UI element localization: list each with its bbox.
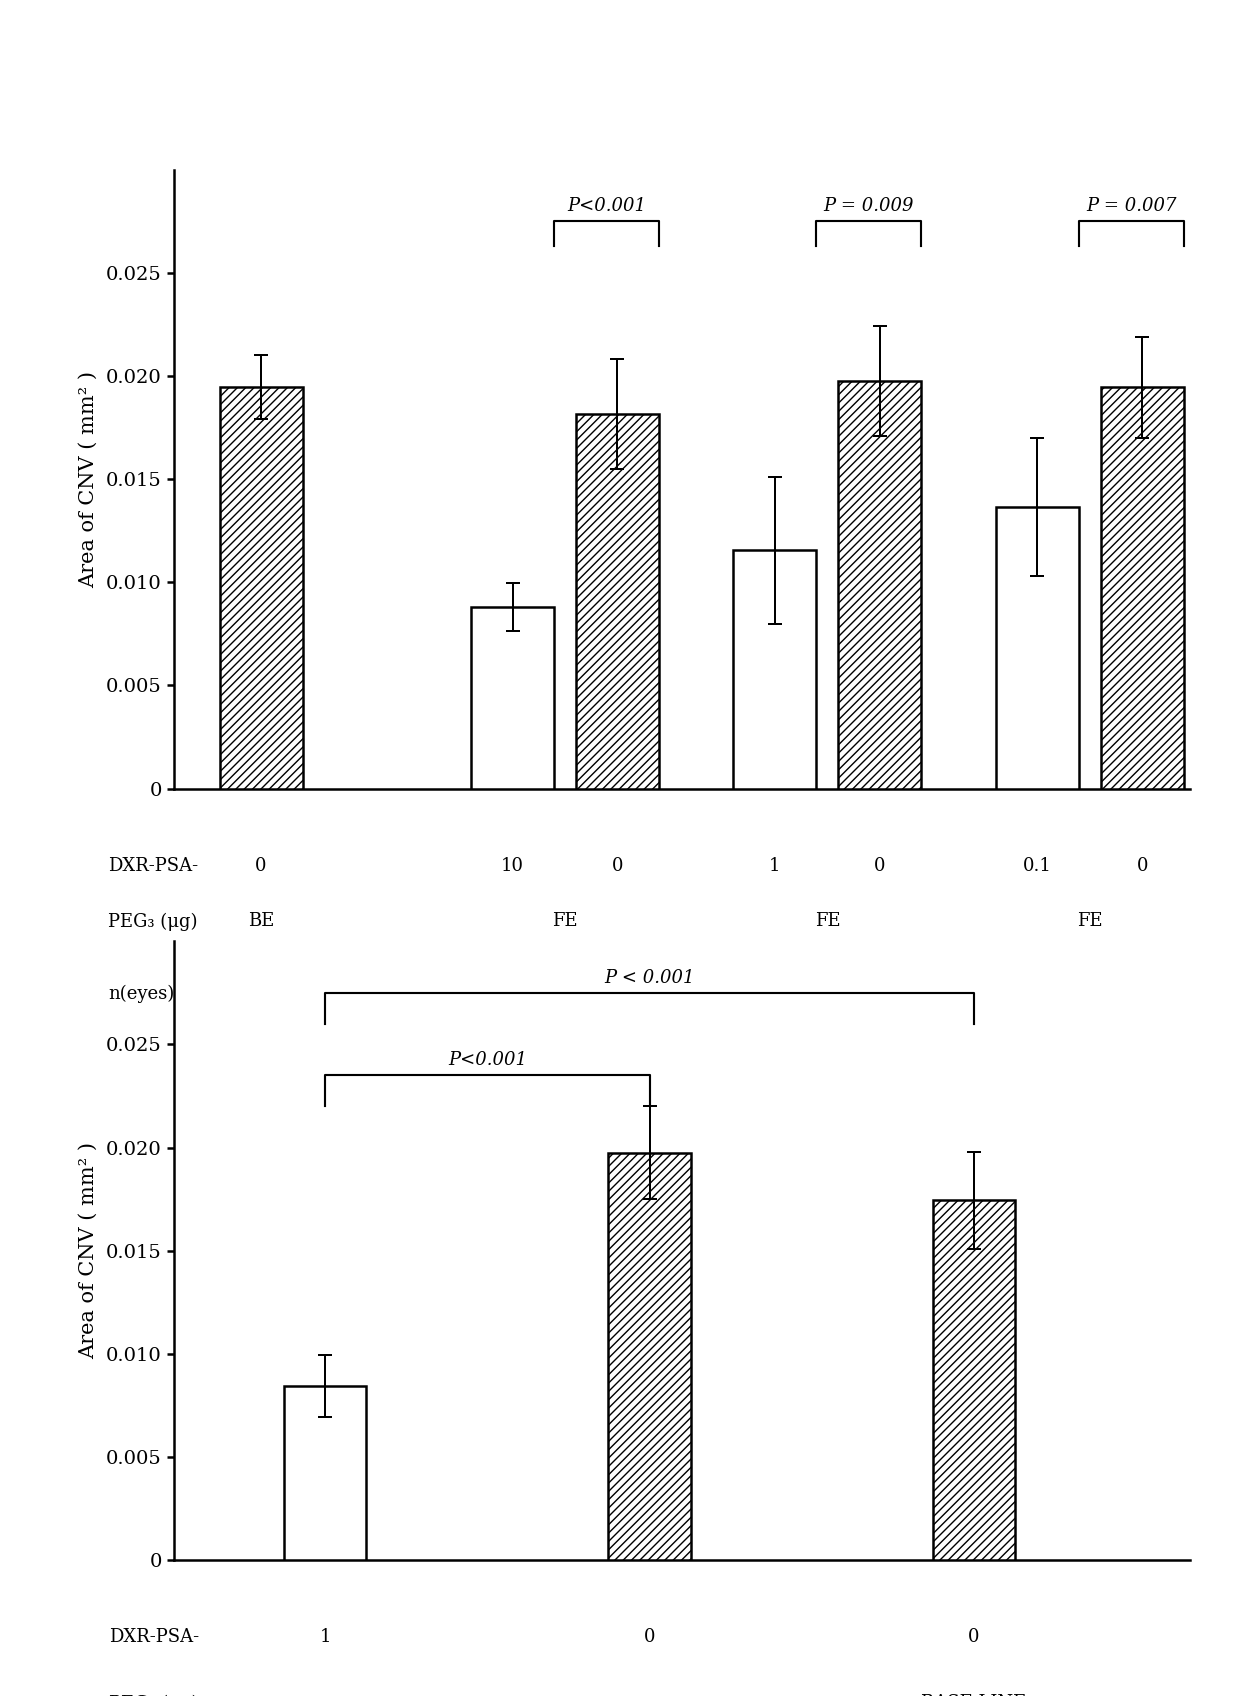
- Text: P = 0.007: P = 0.007: [1086, 197, 1177, 215]
- Text: BE: BE: [248, 912, 274, 931]
- Text: 0: 0: [255, 856, 267, 875]
- Text: 0.1: 0.1: [1023, 856, 1052, 875]
- Text: P<0.001: P<0.001: [448, 1052, 527, 1068]
- Bar: [609, 1153, 691, 1560]
- Text: 0: 0: [874, 856, 885, 875]
- Bar: [284, 1386, 366, 1560]
- Bar: [838, 382, 921, 789]
- Text: P<0.001: P<0.001: [567, 197, 646, 215]
- Bar: [471, 607, 554, 789]
- Text: FIG. 3A: FIG. 3A: [770, 1253, 885, 1280]
- Bar: [1101, 387, 1184, 789]
- Text: PEG₃ (μg): PEG₃ (μg): [108, 912, 197, 931]
- Text: 0: 0: [968, 1628, 980, 1647]
- Text: 10: 10: [1025, 985, 1049, 1002]
- Text: 10: 10: [606, 985, 629, 1002]
- Text: n(eyes): n(eyes): [108, 985, 175, 1002]
- Text: 1: 1: [769, 856, 781, 875]
- Text: P = 0.009: P = 0.009: [823, 197, 914, 215]
- Bar: [932, 1201, 1016, 1560]
- Text: 1: 1: [319, 1628, 331, 1647]
- Text: 10: 10: [501, 985, 525, 1002]
- Text: 0: 0: [611, 856, 624, 875]
- Text: 10: 10: [1131, 985, 1153, 1002]
- Text: 0: 0: [1137, 856, 1148, 875]
- Text: FE: FE: [552, 912, 578, 931]
- Y-axis label: Area of CNV ( mm² ): Area of CNV ( mm² ): [78, 1143, 98, 1358]
- Bar: [575, 414, 658, 789]
- Text: 10: 10: [764, 985, 786, 1002]
- Text: 0: 0: [644, 1628, 655, 1647]
- Text: FE: FE: [1078, 912, 1102, 931]
- Text: 10: 10: [501, 856, 525, 875]
- Text: 10: 10: [249, 985, 273, 1002]
- Bar: [996, 507, 1079, 789]
- Text: FE: FE: [815, 912, 841, 931]
- Text: DXR-PSA-: DXR-PSA-: [108, 856, 198, 875]
- Text: 10: 10: [868, 985, 892, 1002]
- Bar: [733, 550, 816, 789]
- Text: P < 0.001: P < 0.001: [604, 968, 694, 987]
- Y-axis label: Area of CNV ( mm² ): Area of CNV ( mm² ): [78, 371, 98, 587]
- Text: DXR-PSA-: DXR-PSA-: [109, 1628, 198, 1647]
- Bar: [219, 387, 303, 789]
